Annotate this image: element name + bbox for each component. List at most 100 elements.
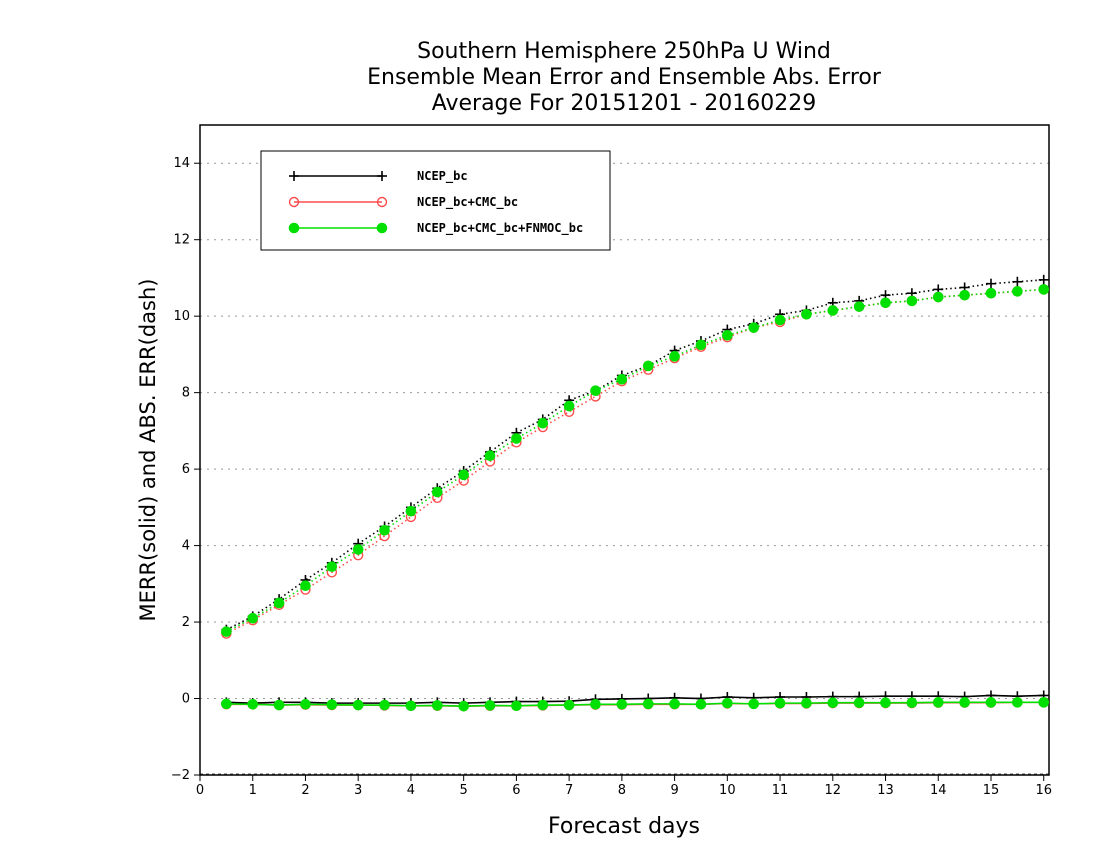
- mean-err-point: [616, 698, 628, 710]
- x-tick-label: 1: [249, 783, 257, 798]
- mean-err-point: [458, 700, 469, 712]
- abs-err-point: [1012, 276, 1023, 287]
- abs-err-point: [326, 561, 338, 572]
- legend-marker: [288, 222, 300, 234]
- x-tick-label: 2: [301, 783, 309, 798]
- mean-err-point: [537, 699, 549, 711]
- abs-err-point: [695, 339, 707, 351]
- abs-err-point: [511, 433, 522, 444]
- abs-err-point: [247, 612, 259, 624]
- mean-err-point: [801, 697, 812, 709]
- x-tick-label: 0: [196, 783, 204, 798]
- abs-err-point: [590, 385, 601, 397]
- title-line: Ensemble Mean Error and Ensemble Abs. Er…: [367, 65, 882, 90]
- abs-err-point: [722, 329, 733, 341]
- abs-err-point: [537, 417, 549, 429]
- plot-frame: [199, 124, 1050, 776]
- y-tick-label: 4: [182, 539, 190, 554]
- abs-err-point: [405, 505, 417, 517]
- abs-err-point: [431, 486, 443, 498]
- mean-err-point: [774, 697, 786, 709]
- abs-err-point: [352, 544, 364, 555]
- title-line: Average For 20151201 - 20160229: [432, 91, 817, 116]
- x-tick-label: 6: [512, 783, 520, 798]
- abs-err-point: [985, 287, 997, 299]
- x-axis-label: Forecast days: [548, 814, 700, 839]
- legend-marker: [289, 171, 299, 181]
- abs-err-point: [1038, 274, 1049, 285]
- x-tick-label: 10: [719, 783, 736, 798]
- mean-err-point: [695, 698, 707, 710]
- mean-err-point: [985, 697, 997, 708]
- legend-marker: [377, 171, 387, 181]
- y-tick-label: 10: [173, 309, 190, 324]
- mean-err-point: [1038, 697, 1050, 708]
- legend-marker: [376, 196, 388, 208]
- mean-err-point: [431, 700, 443, 711]
- mean-err-point: [300, 698, 311, 710]
- abs-err-point: [669, 351, 680, 362]
- abs-err-point: [1038, 284, 1050, 295]
- x-tick-label: 3: [354, 783, 362, 798]
- mean-err-point: [484, 700, 496, 711]
- mean-err-point: [511, 700, 522, 712]
- abs-err-point: [300, 580, 311, 592]
- mean-err-point: [247, 698, 259, 710]
- y-axis-label: MERR(solid) and ABS. ERR(dash): [136, 279, 160, 622]
- abs-err-line: [226, 288, 1044, 635]
- legend-label: NCEP_bc: [417, 169, 468, 184]
- mean-err-point: [959, 697, 970, 708]
- grid: [200, 162, 1049, 775]
- x-tick-label: 11: [772, 783, 789, 798]
- series: [221, 274, 1050, 712]
- abs-err-point: [458, 469, 469, 481]
- x-tick-label: 5: [460, 783, 468, 798]
- mean-err-point: [352, 699, 364, 711]
- abs-err-point: [642, 360, 654, 372]
- mean-err-point: [590, 698, 601, 710]
- x-tick-label: 9: [670, 783, 678, 798]
- mean-err-point: [853, 697, 865, 709]
- abs-err-point: [985, 278, 996, 289]
- series-0: [221, 274, 1049, 709]
- legend-marker: [288, 196, 300, 208]
- mean-err-point: [273, 699, 285, 711]
- mean-err-point: [722, 697, 733, 709]
- legend-item: NCEP_bc: [289, 169, 468, 184]
- abs-err-point: [748, 322, 759, 333]
- abs-err-point: [1012, 286, 1023, 297]
- abs-err-point: [221, 626, 232, 637]
- legend-marker: [376, 222, 388, 234]
- abs-err-point: [563, 400, 575, 412]
- abs-err-point: [616, 373, 628, 385]
- mean-err-point: [1012, 697, 1023, 708]
- y-tick-label: 14: [173, 156, 190, 171]
- mean-err-point: [642, 698, 654, 710]
- abs-err-point: [484, 450, 496, 462]
- abs-err-point: [906, 295, 918, 307]
- y-tick-label: −2: [171, 768, 190, 783]
- x-tick-label: 7: [565, 783, 573, 798]
- x-tick-label: 12: [825, 783, 842, 798]
- series-2: [221, 284, 1050, 712]
- abs-err-point: [959, 289, 970, 301]
- legend-item: NCEP_bc+CMC_bc: [288, 195, 518, 210]
- mean-err-point: [827, 697, 839, 709]
- mean-err-point: [748, 698, 759, 710]
- title-line: Southern Hemisphere 250hPa U Wind: [417, 39, 831, 64]
- abs-err-point: [932, 291, 944, 303]
- legend-item: NCEP_bc+CMC_bc+FNMOC_bc: [288, 221, 583, 236]
- legend-label: NCEP_bc+CMC_bc: [417, 195, 518, 210]
- x-tick-label: 15: [983, 783, 1000, 798]
- x-tick-label: 4: [407, 783, 415, 798]
- abs-err-point: [880, 297, 891, 309]
- x-tick-label: 13: [877, 783, 894, 798]
- y-tick-label: 6: [182, 462, 190, 477]
- y-tick-label: 12: [173, 233, 190, 248]
- abs-err-point: [801, 308, 812, 320]
- mean-err-point: [405, 700, 417, 712]
- y-tick-label: 0: [182, 692, 190, 707]
- legend-box: [260, 150, 611, 251]
